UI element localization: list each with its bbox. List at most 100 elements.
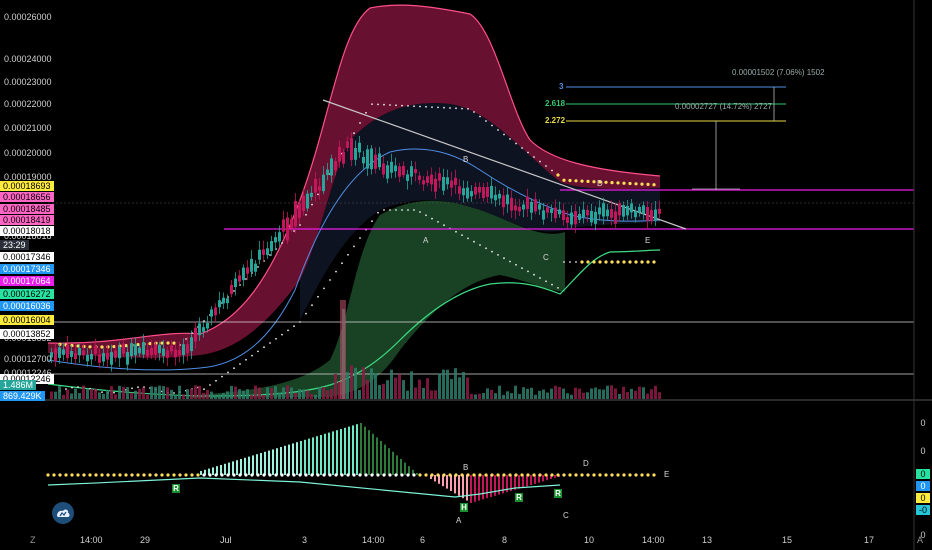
price-tag: 869.429K (0, 391, 45, 401)
band-dot (527, 151, 529, 154)
osc-bar (272, 449, 274, 475)
band-dot (305, 312, 307, 315)
volume-bar (58, 385, 61, 399)
osc-tag: 0 (916, 493, 930, 503)
osc-marker-h: H (460, 503, 468, 512)
time-axis-label: 13 (702, 535, 713, 545)
candle-body (334, 161, 337, 171)
osc-bar (224, 463, 226, 475)
osc-bar (446, 475, 448, 489)
volume-bar (638, 386, 641, 399)
volume-bar (430, 390, 433, 399)
osc-bar (288, 444, 290, 475)
osc-bar (332, 431, 334, 475)
volume-bar (74, 388, 77, 399)
candle-body (390, 161, 393, 173)
volume-bar (262, 394, 265, 399)
tradingview-logo-icon[interactable] (52, 502, 74, 524)
volume-bar (338, 381, 341, 399)
volume-bar (462, 371, 465, 399)
candle-body (518, 206, 521, 212)
volume-bar (290, 387, 293, 399)
osc-bar (388, 448, 390, 475)
auto-scale-button[interactable]: A (917, 535, 924, 545)
osc-bar (304, 439, 306, 475)
osc-bar (208, 468, 210, 475)
osc-dot (202, 473, 206, 477)
osc-bar (518, 475, 520, 489)
osc-dot (286, 473, 290, 477)
osc-dot (478, 473, 482, 477)
band-dot (407, 105, 409, 107)
volume-bar (70, 393, 73, 399)
volume-bar (190, 388, 193, 399)
zoom-button[interactable]: Z (30, 535, 36, 545)
candle-body (410, 166, 413, 177)
band-dot (335, 270, 337, 273)
band-dot (652, 260, 656, 264)
volume-bar (590, 388, 593, 399)
osc-dot (70, 473, 74, 477)
candle-body (198, 323, 201, 336)
band-dot (136, 342, 140, 347)
candle-body (570, 212, 573, 225)
osc-dot (220, 473, 224, 477)
volume-bar (110, 386, 113, 399)
candle-body (478, 186, 481, 193)
osc-dot (238, 473, 242, 477)
osc-bar (260, 453, 262, 475)
band-dot (575, 261, 577, 263)
osc-dot (634, 473, 638, 477)
measure-text-2: 0.00002727 (14.72%) 2727 (675, 102, 772, 111)
band-dot (293, 325, 295, 328)
candle-body (306, 193, 309, 209)
osc-dot (358, 473, 362, 477)
osc-bar (244, 457, 246, 475)
band-dot (509, 138, 511, 140)
band-dot (185, 338, 187, 340)
lower-band-cloud (190, 200, 565, 398)
candle-body (294, 200, 297, 227)
volume-bar (382, 383, 385, 399)
time-axis-label: 14:00 (642, 535, 665, 545)
candle-body (378, 153, 381, 168)
volume-bar (90, 388, 93, 399)
candle-body (106, 352, 109, 360)
osc-bar (412, 469, 414, 475)
volume-bar (230, 385, 233, 399)
band-dot (610, 181, 614, 185)
candle-body (242, 267, 245, 281)
osc-bar (458, 475, 460, 496)
osc-dot (382, 473, 386, 477)
osc-bar (438, 475, 440, 484)
volume-bar (418, 379, 421, 399)
osc-bar (534, 475, 536, 484)
volume-bar (466, 377, 469, 399)
band-dot (347, 253, 349, 256)
band-dot (455, 230, 457, 233)
volume-bar (150, 386, 153, 399)
price-tag: 0.00012246 (0, 374, 54, 384)
osc-bar (392, 451, 394, 475)
osc-dot (160, 473, 164, 477)
candle-body (78, 348, 81, 356)
osc-dot (226, 473, 230, 477)
volume-bar (142, 387, 145, 399)
band-dot (359, 122, 361, 124)
band-dot (233, 290, 235, 292)
candle-body (394, 165, 397, 172)
osc-bar (228, 462, 230, 475)
osc-dot (256, 473, 260, 477)
candle-body (442, 176, 445, 191)
volume-bar (402, 380, 405, 399)
candle-body (74, 353, 77, 360)
volume-bar (602, 389, 605, 399)
volume-bar (438, 373, 441, 399)
osc-point-e: E (664, 470, 670, 479)
candle-body (98, 354, 101, 363)
band-dot (311, 304, 313, 307)
osc-bar (376, 437, 378, 475)
volume-bar (550, 388, 553, 399)
osc-dot (214, 473, 218, 477)
